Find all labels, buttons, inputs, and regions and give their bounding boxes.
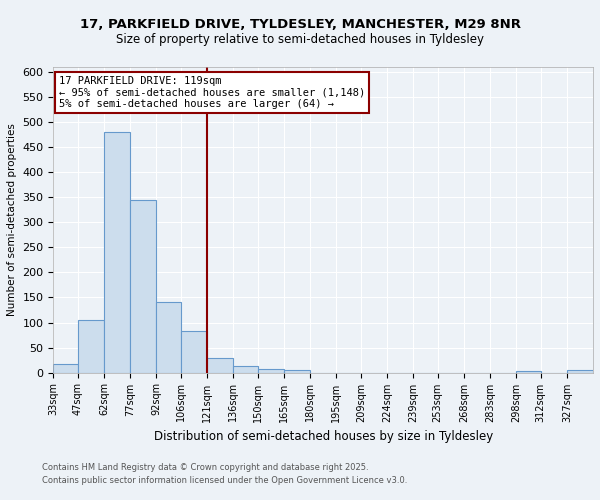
Bar (516, 370, 541, 372)
Bar (53, 364, 78, 372)
Bar (258, 369, 284, 372)
Bar (181, 331, 207, 372)
Bar (78, 320, 104, 372)
Bar (233, 366, 258, 372)
X-axis label: Distribution of semi-detached houses by size in Tyldesley: Distribution of semi-detached houses by … (154, 430, 493, 443)
Text: 17 PARKFIELD DRIVE: 119sqm
← 95% of semi-detached houses are smaller (1,148)
5% : 17 PARKFIELD DRIVE: 119sqm ← 95% of semi… (59, 76, 365, 110)
Y-axis label: Number of semi-detached properties: Number of semi-detached properties (7, 124, 17, 316)
Bar (567, 370, 593, 372)
Bar (157, 302, 181, 372)
Bar (104, 132, 130, 372)
Text: 17, PARKFIELD DRIVE, TYLDESLEY, MANCHESTER, M29 8NR: 17, PARKFIELD DRIVE, TYLDESLEY, MANCHEST… (79, 18, 521, 30)
Text: Contains public sector information licensed under the Open Government Licence v3: Contains public sector information licen… (42, 476, 407, 485)
Text: Size of property relative to semi-detached houses in Tyldesley: Size of property relative to semi-detach… (116, 32, 484, 46)
Bar (130, 200, 157, 372)
Bar (207, 358, 233, 372)
Bar (284, 370, 310, 372)
Text: Contains HM Land Registry data © Crown copyright and database right 2025.: Contains HM Land Registry data © Crown c… (42, 464, 368, 472)
